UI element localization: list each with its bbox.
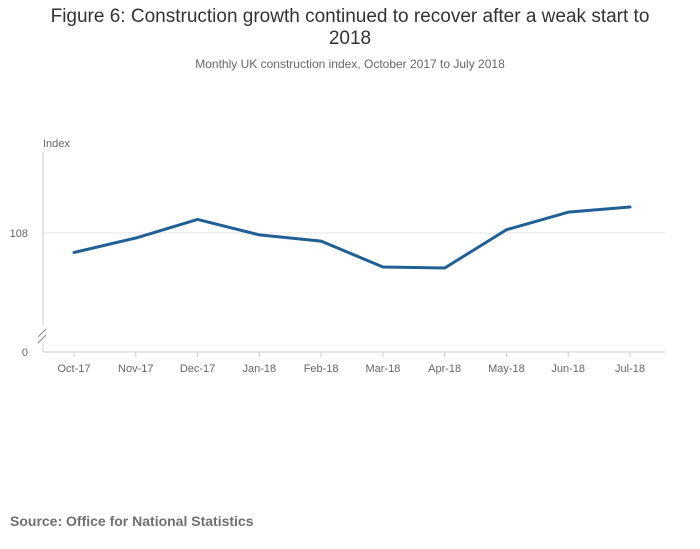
- x-tick-label: Dec-17: [180, 363, 215, 375]
- tick-labels: 0 108 Oct-17 Nov-17 Dec-17 Jan-18 Feb-18 Mar-18…: [10, 228, 645, 375]
- x-tick-label: Feb-18: [304, 363, 339, 375]
- x-tick-label: Mar-18: [365, 363, 400, 375]
- axis-break-mark: [37, 334, 47, 344]
- x-tick-label: Jun-18: [551, 363, 585, 375]
- source-value: Office for National Statistics: [66, 513, 254, 529]
- source-note: Source: Office for National Statistics: [10, 513, 254, 529]
- axis-break-mark: [37, 328, 47, 338]
- series-lines: [72, 205, 632, 270]
- x-tick-label: Apr-18: [428, 363, 461, 375]
- x-tick-label: Jan-18: [243, 363, 277, 375]
- x-tick-label: May-18: [488, 363, 525, 375]
- axes: [37, 152, 665, 357]
- series-line: [72, 205, 632, 270]
- y-tick-label: 108: [10, 228, 28, 240]
- y-axis-label: Index: [43, 138, 70, 150]
- source-label: Source:: [10, 513, 63, 529]
- x-tick-label: Nov-17: [118, 363, 153, 375]
- chart-subtitle: Monthly UK construction index, October 2…: [195, 57, 505, 71]
- chart-title: Figure 6: Construction growth continued …: [50, 6, 650, 49]
- x-tick-label: Jul-18: [615, 363, 645, 375]
- y-tick-label: 0: [22, 347, 28, 359]
- x-tick-label: Oct-17: [57, 363, 90, 375]
